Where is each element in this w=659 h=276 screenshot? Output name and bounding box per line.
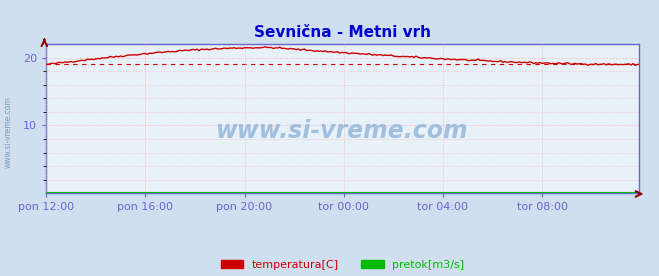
Legend: temperatura[C], pretok[m3/s]: temperatura[C], pretok[m3/s] xyxy=(216,255,469,274)
Text: www.si-vreme.com: www.si-vreme.com xyxy=(3,97,13,168)
Text: www.si-vreme.com: www.si-vreme.com xyxy=(216,119,469,143)
Title: Sevnična - Metni vrh: Sevnična - Metni vrh xyxy=(254,25,431,40)
